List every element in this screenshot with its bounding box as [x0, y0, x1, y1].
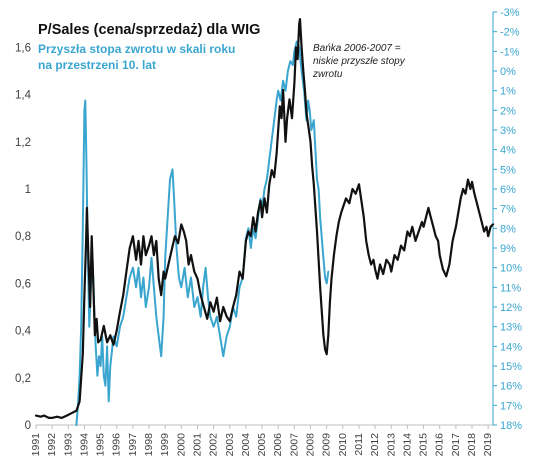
x-tick-label: 2016	[434, 433, 446, 457]
right-tick-label: 10%	[500, 263, 522, 275]
right-tick-label: 9%	[500, 243, 516, 255]
x-tick-label: 2011	[353, 433, 365, 456]
annotation-line-1: Bańka 2006-2007 =	[313, 43, 401, 54]
annotation-line-2: niskie przyszłe stopy	[313, 56, 406, 67]
x-tick-label: 2003	[224, 433, 236, 457]
x-tick-label: 1991	[30, 433, 42, 457]
x-tick-label: 1998	[143, 433, 155, 457]
chart-subtitle-line-1: Przyszła stopa zwrotu w skali roku	[38, 42, 235, 56]
right-tick-label: 11%	[500, 282, 521, 294]
x-tick-label: 2004	[240, 433, 252, 457]
right-axis-ticks: -3% -2% -1% 0% 1% 2% 3% 4% 5% 6% 7% 8% 9% 10% 11% 12% 13…	[493, 7, 522, 432]
x-tick-label: 2015	[418, 433, 430, 457]
x-tick-label: 1994	[78, 433, 90, 457]
x-tick-label: 2014	[401, 433, 413, 457]
x-tick-label: 2000	[175, 433, 187, 457]
x-tick-label: 2012	[369, 433, 381, 457]
x-tick-label: 1996	[111, 433, 123, 457]
x-tick-label: 1995	[95, 433, 107, 457]
right-tick-label: 16%	[500, 381, 522, 393]
x-tick-label: 2006	[272, 433, 284, 457]
right-tick-label: 3%	[500, 125, 516, 137]
right-tick-label: 15%	[500, 361, 522, 373]
x-tick-label: 2018	[466, 433, 478, 457]
right-tick-label: 6%	[500, 184, 516, 196]
right-tick-label: 1%	[500, 86, 516, 98]
chart-subtitle-line-2: na przestrzeni 10. lat	[38, 58, 156, 72]
x-tick-label: 2010	[337, 433, 349, 457]
x-tick-label: 2002	[208, 433, 220, 457]
x-tick-label: 2013	[385, 433, 397, 457]
right-tick-label: -3%	[500, 7, 520, 19]
chart-title: P/Sales (cena/sprzedaż) dla WIG	[38, 22, 260, 38]
x-tick-label: 2009	[321, 433, 333, 457]
right-tick-label: 14%	[500, 341, 522, 353]
x-tick-label: 1999	[159, 433, 171, 457]
right-tick-label: 17%	[500, 400, 522, 412]
series-line-future-return	[75, 40, 330, 426]
x-tick-label: 2008	[305, 433, 317, 457]
left-tick-label: 1,6	[15, 42, 31, 54]
left-axis-ticks: 0 0,2 0,4 0,6 0,8 1 1,2 1,4 1,6	[15, 42, 32, 432]
x-tick-label: 2005	[256, 433, 268, 457]
x-tick-label: 2017	[450, 433, 462, 457]
left-tick-label: 0,8	[15, 231, 31, 243]
right-tick-label: 4%	[500, 145, 516, 157]
left-tick-label: 1,2	[15, 137, 31, 149]
x-tick-label: 1993	[62, 433, 74, 457]
right-tick-label: 8%	[500, 223, 516, 235]
x-tick-label: 2007	[288, 433, 300, 457]
right-tick-label: 12%	[500, 302, 522, 314]
x-tick-label: 2001	[191, 433, 203, 457]
right-tick-label: 0%	[500, 66, 516, 78]
left-tick-label: 0,6	[15, 278, 31, 290]
right-tick-label: 13%	[500, 322, 522, 334]
right-tick-label: -1%	[500, 46, 520, 58]
x-tick-label: 1992	[46, 433, 58, 457]
series-line-psales	[34, 18, 495, 419]
right-tick-label: 7%	[500, 204, 516, 216]
left-tick-label: 0,2	[15, 373, 31, 385]
left-tick-label: 1,4	[15, 90, 32, 102]
x-tick-label: 1997	[127, 433, 139, 457]
left-tick-label: 0	[25, 420, 31, 432]
left-tick-label: 0,4	[15, 326, 32, 338]
x-axis-ticks: 1991 1992 1993 1994 1995 1996 1997 1998 1999 2000…	[30, 425, 494, 456]
axis-lines	[36, 12, 494, 426]
right-tick-label: 5%	[500, 164, 516, 176]
right-tick-label: 18%	[500, 420, 522, 432]
left-tick-label: 1	[25, 184, 31, 196]
annotation-line-3: zwrotu	[312, 69, 343, 80]
series-lines	[34, 18, 495, 426]
x-tick-label: 2019	[482, 433, 494, 457]
right-tick-label: 2%	[500, 105, 516, 117]
right-tick-label: -2%	[500, 27, 520, 39]
